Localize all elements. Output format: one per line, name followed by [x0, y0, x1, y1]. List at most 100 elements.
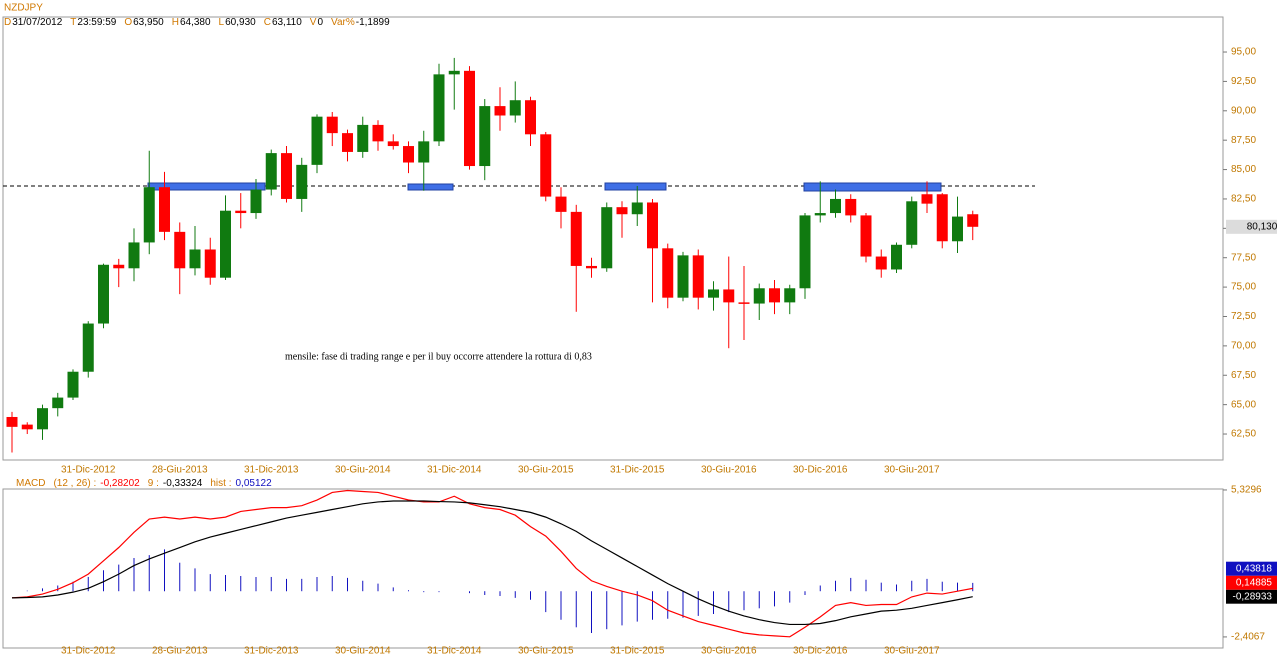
- symbol: NZDJPY: [4, 3, 43, 14]
- candle-body: [875, 256, 887, 270]
- x-tick-label: 30-Giu-2016: [701, 465, 757, 476]
- x-tick-label: 30-Dic-2016: [793, 646, 848, 657]
- candle-body: [860, 215, 872, 257]
- x-tick-label: 31-Dic-2012: [61, 646, 116, 657]
- header-value: 60,930: [225, 17, 256, 28]
- value-box: [1226, 575, 1277, 590]
- last-price-label: 80,130: [1247, 221, 1278, 232]
- candle-body: [403, 146, 414, 163]
- candle-body: [692, 255, 704, 298]
- candle-body: [662, 248, 674, 298]
- candle-body: [647, 202, 658, 249]
- candle-body: [418, 141, 430, 163]
- candle-body: [631, 202, 643, 215]
- x-tick-label: 31-Dic-2015: [610, 646, 665, 657]
- y-tick-label: 92,50: [1231, 76, 1256, 87]
- value-box-label: 0,14885: [1236, 577, 1273, 588]
- candle-body: [616, 207, 628, 215]
- candle-body: [342, 133, 353, 152]
- header-key: L: [219, 17, 225, 28]
- candle-body: [769, 288, 780, 303]
- candle-body: [52, 397, 64, 409]
- value-box: [1226, 589, 1277, 604]
- candle-body: [250, 189, 262, 214]
- candle-body: [738, 302, 750, 304]
- y-tick-label: -2,4067: [1231, 632, 1265, 643]
- candle-body: [799, 215, 811, 289]
- header-value: 64,380: [180, 17, 211, 28]
- value-box-label: 0,43818: [1236, 563, 1273, 574]
- x-tick-label: 28-Giu-2013: [152, 646, 208, 657]
- y-tick-label: 5,3296: [1231, 485, 1262, 496]
- candle-body: [952, 216, 963, 242]
- candle-body: [113, 264, 125, 269]
- macd-header-hist-value: 0,05122: [235, 478, 272, 489]
- resistance-zone: [147, 182, 266, 191]
- x-tick-label: 30-Giu-2015: [518, 465, 574, 476]
- candle-body: [464, 70, 475, 167]
- candle-body: [357, 124, 369, 152]
- y-tick-label: 87,50: [1231, 135, 1256, 146]
- y-tick-label: 62,50: [1231, 429, 1256, 440]
- candle-body: [128, 242, 140, 269]
- candle-body: [326, 116, 338, 134]
- y-tick-label: 70,00: [1231, 341, 1256, 352]
- candle-body: [311, 116, 323, 165]
- candle-body: [448, 70, 460, 75]
- y-tick-label: 67,50: [1231, 370, 1256, 381]
- candle-body: [387, 141, 399, 147]
- candle-body: [967, 214, 979, 227]
- candle-body: [372, 124, 384, 142]
- candle-body: [296, 164, 308, 199]
- candle-body: [784, 288, 796, 303]
- x-tick-label: 30-Giu-2017: [884, 646, 940, 657]
- header-key: C: [264, 17, 271, 28]
- candle-body: [479, 106, 491, 167]
- y-tick-label: 65,00: [1231, 399, 1256, 410]
- macd-header-signal-value: -0,33324: [163, 478, 203, 489]
- resistance-zone: [407, 183, 454, 191]
- y-tick-label: 90,00: [1231, 105, 1256, 116]
- header-value: 0: [317, 17, 323, 28]
- candle-body: [921, 194, 933, 204]
- y-tick-label: 72,50: [1231, 311, 1256, 322]
- candle-body: [509, 100, 521, 116]
- candle-body: [936, 194, 948, 242]
- candle-body: [204, 249, 216, 278]
- candle-body: [814, 213, 826, 216]
- candle-body: [570, 211, 582, 266]
- candle-body: [265, 153, 277, 190]
- candle-body: [189, 249, 201, 269]
- x-tick-label: 30-Giu-2014: [335, 646, 391, 657]
- macd-header-hist-label: hist :: [210, 478, 231, 489]
- candle-body: [235, 210, 247, 214]
- candle-body: [677, 255, 689, 298]
- y-tick-label: 77,50: [1231, 252, 1256, 263]
- y-tick-label: 75,00: [1231, 282, 1256, 293]
- macd-header-macd-value: -0,28202: [100, 478, 140, 489]
- y-tick-label: 85,00: [1231, 164, 1256, 175]
- x-tick-label: 30-Giu-2015: [518, 646, 574, 657]
- candle-body: [159, 187, 170, 232]
- resistance-zone: [604, 182, 667, 191]
- candle-body: [830, 198, 841, 214]
- header-value: 63,110: [272, 17, 302, 28]
- header-key: H: [172, 17, 179, 28]
- candle-body: [281, 153, 292, 199]
- header-key: T: [70, 17, 76, 28]
- header-key: V: [310, 17, 317, 28]
- y-tick-label: 95,00: [1231, 47, 1256, 58]
- candle-body: [555, 196, 567, 212]
- x-tick-label: 31-Dic-2015: [610, 465, 665, 476]
- candle-body: [21, 424, 33, 430]
- macd-header-signal-label: 9 :: [148, 478, 159, 489]
- x-tick-label: 31-Dic-2013: [244, 465, 299, 476]
- candle-body: [6, 416, 18, 427]
- x-tick-label: 31-Dic-2013: [244, 646, 299, 657]
- header-value: 31/07/2012: [12, 17, 62, 28]
- candle-body: [723, 289, 735, 303]
- candle-body: [525, 100, 536, 135]
